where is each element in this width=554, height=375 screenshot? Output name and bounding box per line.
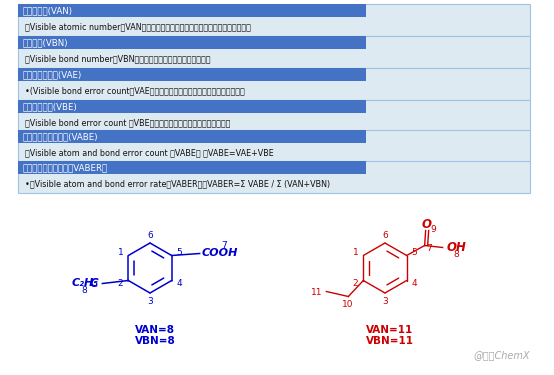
- Text: 5: 5: [412, 248, 418, 257]
- Text: 3: 3: [147, 297, 153, 306]
- Text: 可视键数(VBN): 可视键数(VBN): [23, 38, 69, 47]
- Text: 7: 7: [426, 244, 432, 253]
- FancyBboxPatch shape: [18, 68, 530, 100]
- FancyBboxPatch shape: [18, 4, 366, 17]
- Text: •【Visible atom and bond error rate，VABER】：VABER=Σ VABE / Σ (VAN+VBN): •【Visible atom and bond error rate，VABER…: [25, 179, 330, 188]
- Text: 【Visible atomic number，VAN】根据化学结构可视的原子（基团）数。（省略氢）: 【Visible atomic number，VAN】根据化学结构可视的原子（基…: [25, 22, 251, 31]
- Text: C: C: [90, 277, 99, 290]
- Text: OH: OH: [447, 241, 466, 254]
- Text: 5: 5: [177, 248, 182, 257]
- FancyBboxPatch shape: [18, 161, 530, 193]
- Text: 3: 3: [382, 297, 388, 306]
- Text: 10: 10: [342, 300, 353, 309]
- FancyBboxPatch shape: [18, 130, 530, 162]
- Text: 6: 6: [382, 231, 388, 240]
- Text: 1: 1: [352, 248, 358, 257]
- Text: 可视原子数(VAN): 可视原子数(VAN): [23, 6, 73, 15]
- Text: 1: 1: [117, 248, 123, 257]
- FancyBboxPatch shape: [18, 130, 366, 143]
- FancyBboxPatch shape: [18, 4, 530, 36]
- Text: COOH: COOH: [202, 248, 238, 258]
- FancyBboxPatch shape: [18, 36, 366, 49]
- Text: 可视原子及键错误数(VABE): 可视原子及键错误数(VABE): [23, 132, 99, 141]
- Text: 【Visible atom and bond error count ，VABE】 ：VABE=VAE+VBE: 【Visible atom and bond error count ，VABE…: [25, 148, 274, 157]
- Text: 6: 6: [147, 231, 153, 240]
- Text: 【Visible bond error count ，VBE】：与样本相比错误的可视化学键数。: 【Visible bond error count ，VBE】：与样本相比错误的…: [25, 118, 230, 127]
- Text: VBN=8: VBN=8: [135, 336, 176, 346]
- Text: 可视原子错误数(VAE): 可视原子错误数(VAE): [23, 70, 82, 79]
- Text: 2: 2: [117, 279, 123, 288]
- Text: O: O: [422, 218, 432, 231]
- Text: 4: 4: [412, 279, 418, 288]
- FancyBboxPatch shape: [18, 161, 366, 174]
- Text: VAN=11: VAN=11: [366, 325, 414, 335]
- Text: 8: 8: [81, 286, 87, 295]
- FancyBboxPatch shape: [18, 100, 530, 132]
- Text: VAN=8: VAN=8: [135, 325, 175, 335]
- FancyBboxPatch shape: [18, 68, 366, 81]
- Text: C₂H₅: C₂H₅: [71, 279, 99, 288]
- Text: 7: 7: [221, 241, 227, 250]
- Text: 4: 4: [177, 279, 182, 288]
- Text: @知乎ChemX: @知乎ChemX: [474, 350, 530, 360]
- Text: 2: 2: [352, 279, 358, 288]
- Text: •(Visible bond error count，VAE）：与样本相比错误的可视原子（基团）数。: •(Visible bond error count，VAE）：与样本相比错误的…: [25, 86, 245, 95]
- FancyBboxPatch shape: [18, 100, 366, 113]
- FancyBboxPatch shape: [18, 36, 530, 68]
- Text: 【Visible bond number，VBN】：根据化学结构可视的化学键数。: 【Visible bond number，VBN】：根据化学结构可视的化学键数。: [25, 54, 211, 63]
- Text: 8: 8: [454, 250, 459, 259]
- Text: 可视原子及键错误率（VABER）: 可视原子及键错误率（VABER）: [23, 163, 108, 172]
- Text: 11: 11: [311, 288, 322, 297]
- Text: 可视键错误数(VBE): 可视键错误数(VBE): [23, 102, 78, 111]
- Text: 9: 9: [431, 225, 437, 234]
- Text: VBN=11: VBN=11: [366, 336, 414, 346]
